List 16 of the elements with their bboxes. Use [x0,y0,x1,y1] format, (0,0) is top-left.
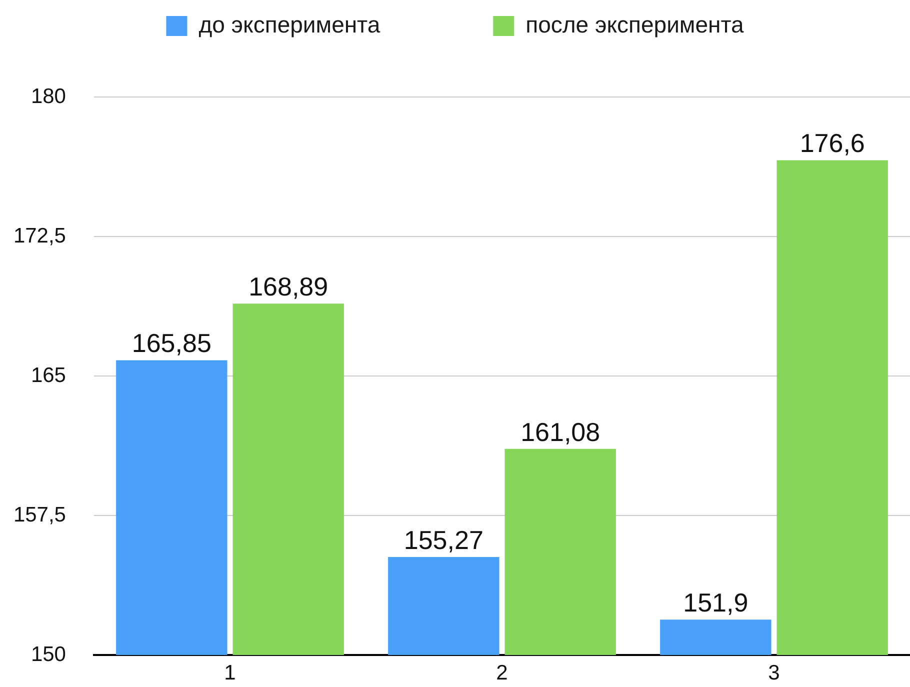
data-label: 168,89 [248,272,328,302]
x-tick-label: 2 [496,661,508,684]
y-tick-label: 172,5 [13,224,66,248]
legend-label: до эксперимента [198,11,380,38]
data-label: 161,08 [520,416,600,447]
data-label: 165,85 [132,328,212,358]
y-tick-label: 180 [30,84,66,108]
y-tick-label: 165 [30,364,66,387]
data-label: 155,27 [404,524,484,555]
data-label: 176,6 [800,128,865,158]
x-tick-label: 1 [224,661,236,684]
x-tick-label: 3 [768,661,780,684]
y-tick-label: 150 [30,642,66,666]
data-label: 151,9 [683,588,748,618]
y-tick-label: 157,5 [13,503,66,526]
legend-label: после эксперимента [526,11,744,38]
